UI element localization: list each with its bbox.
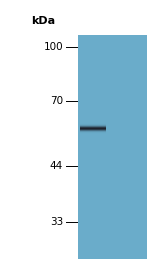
Text: 70: 70 [50, 96, 63, 107]
Bar [78, 35, 147, 259]
Text: 100: 100 [43, 42, 63, 52]
Text: 44: 44 [50, 160, 63, 171]
Text: kDa: kDa [31, 16, 56, 26]
Text: 33: 33 [50, 217, 63, 227]
